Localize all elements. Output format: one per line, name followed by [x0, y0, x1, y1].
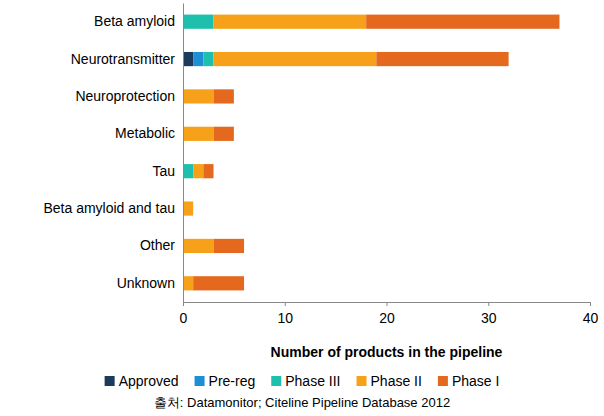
y-tick: Neurotransmitter — [71, 51, 183, 67]
legend-swatch — [105, 376, 115, 386]
bar-segment — [183, 52, 193, 66]
legend: Approved Pre-reg Phase III Phase II Phase I — [105, 373, 500, 389]
y-tick: Metabolic — [115, 125, 183, 141]
x-tick: 30 — [481, 302, 497, 326]
series-bars — [193, 52, 203, 66]
legend-item: Approved — [105, 373, 179, 389]
bar-segment — [183, 15, 214, 29]
bars — [183, 15, 559, 291]
bar-segment — [193, 52, 203, 66]
series-bars — [183, 15, 376, 291]
bar-segment — [376, 52, 508, 66]
y-tick: Neuroprotection — [75, 88, 183, 104]
x-axis: 0 10 20 30 40 — [180, 302, 599, 326]
y-axis-line — [183, 4, 184, 303]
x-tick-label: 20 — [379, 310, 395, 326]
series-bars — [193, 15, 559, 291]
y-tick: Beta amyloid — [94, 13, 183, 29]
legend-swatch — [195, 376, 205, 386]
bar-segment — [193, 201, 194, 215]
legend-item: Phase I — [438, 373, 499, 389]
x-tick: 0 — [180, 302, 188, 326]
y-tick: Beta amyloid and tau — [43, 200, 183, 216]
legend-label: Phase III — [285, 373, 340, 389]
y-tick: Tau — [152, 163, 183, 179]
legend-swatch — [438, 376, 448, 386]
chart: 0 10 20 30 40 Beta amyloid Neurotransmitter Neu… — [0, 0, 604, 416]
x-tick: 20 — [379, 302, 395, 326]
legend-item: Phase II — [357, 373, 422, 389]
bar-segment — [183, 89, 214, 103]
bar-segment — [193, 164, 203, 178]
x-tick-mark — [285, 302, 286, 306]
series-bars — [183, 15, 214, 179]
y-tick: Other — [140, 237, 183, 253]
y-tick-label: Beta amyloid — [94, 13, 175, 29]
legend-swatch — [271, 376, 281, 386]
y-tick-label: Neurotransmitter — [71, 51, 176, 67]
legend-label: Pre-reg — [209, 373, 256, 389]
bar-segment — [214, 89, 234, 103]
y-tick: Unknown — [117, 275, 183, 291]
y-tick-label: Metabolic — [115, 125, 175, 141]
legend-swatch — [357, 376, 367, 386]
x-tick: 40 — [583, 302, 599, 326]
x-tick-label: 30 — [481, 310, 497, 326]
bar-segment — [193, 276, 244, 290]
x-tick-mark — [488, 302, 489, 306]
bar-segment — [183, 201, 193, 215]
x-tick-mark — [183, 302, 184, 306]
bar-segment — [366, 15, 559, 29]
x-tick-label: 0 — [180, 310, 188, 326]
y-tick-label: Beta amyloid and tau — [43, 200, 175, 216]
legend-label: Phase II — [371, 373, 422, 389]
y-tick-label: Unknown — [117, 275, 175, 291]
bar-segment — [203, 52, 213, 66]
x-tick-label: 40 — [583, 310, 599, 326]
bar-segment — [214, 15, 367, 29]
x-axis-title: Number of products in the pipeline — [271, 344, 503, 360]
bar-segment — [214, 52, 377, 66]
x-tick-label: 10 — [277, 310, 293, 326]
bar-segment — [183, 127, 214, 141]
legend-item: Phase III — [271, 373, 340, 389]
y-tick-label: Tau — [152, 163, 175, 179]
bar-segment — [214, 239, 245, 253]
bar-segment — [183, 276, 193, 290]
legend-label: Phase I — [452, 373, 499, 389]
y-axis: Beta amyloid Neurotransmitter Neuroprotect… — [43, 4, 183, 303]
x-tick-mark — [590, 302, 591, 306]
legend-label: Approved — [119, 373, 179, 389]
y-tick-label: Other — [140, 237, 175, 253]
legend-item: Pre-reg — [195, 373, 256, 389]
bar-segment — [214, 127, 234, 141]
bar-segment — [183, 239, 214, 253]
bar-segment — [183, 164, 193, 178]
bar-segment — [203, 164, 213, 178]
source-note: 출처: Datamonitor; Citeline Pipeline Datab… — [154, 395, 450, 410]
series-bars — [183, 52, 193, 66]
x-tick-mark — [387, 302, 388, 306]
y-tick-label: Neuroprotection — [75, 88, 175, 104]
x-tick: 10 — [277, 302, 293, 326]
